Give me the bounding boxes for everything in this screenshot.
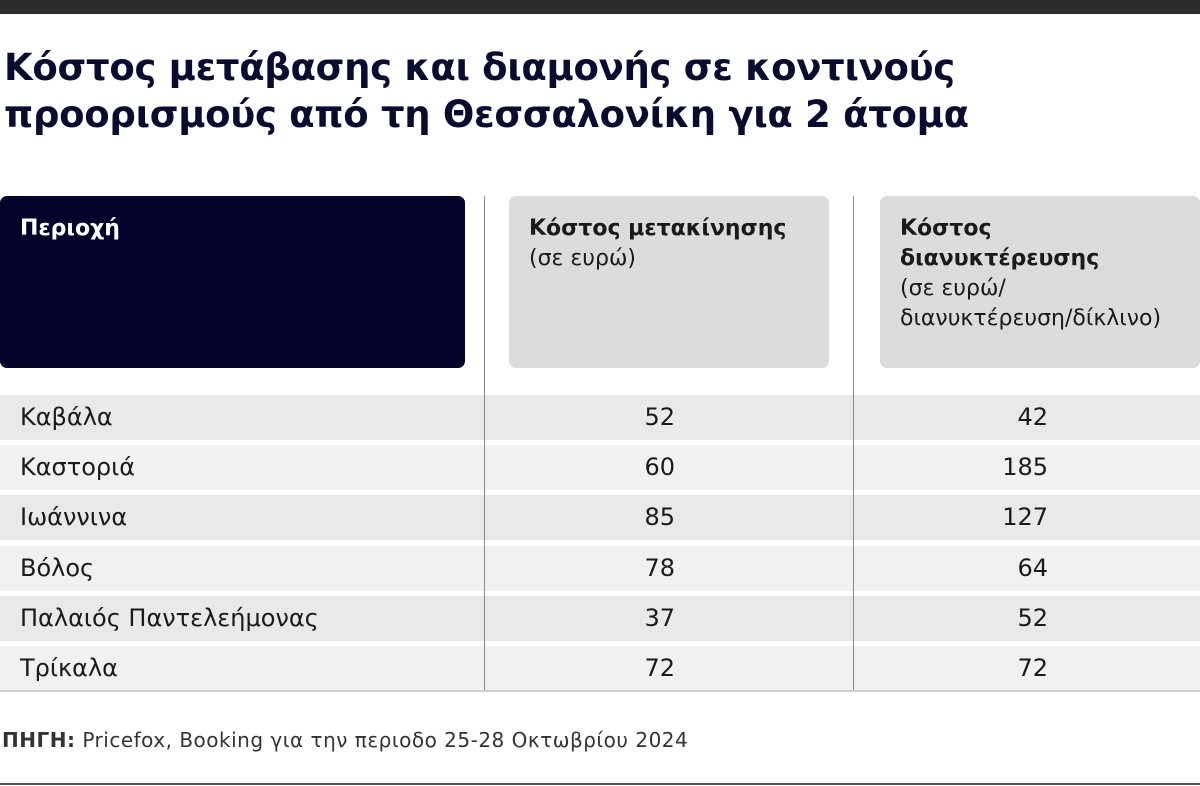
cell-value: 72 (1017, 654, 1048, 682)
header-cell: Κόστος διανυκτέρευσης (σε ευρώ/ διανυκτέρ… (880, 196, 1200, 368)
header-title: Κόστος διανυκτέρευσης (900, 216, 1100, 271)
cell-value: 60 (644, 453, 675, 482)
table-row: Τρίκαλα 72 72 (0, 646, 1200, 691)
source-text: Pricefox, Booking για την περιοδο 25-28 … (82, 728, 689, 752)
cell-value: 52 (644, 403, 675, 431)
cell-value: 64 (1017, 553, 1048, 582)
table-bottom-line (0, 690, 1200, 692)
cell-value: 42 (1017, 403, 1048, 431)
header-cell: Κόστος μετακίνησης (σε ευρώ) (509, 196, 829, 368)
region-cell: Ιωάννινα (20, 503, 128, 532)
cell-value: 52 (1017, 603, 1048, 632)
top-bar (0, 0, 1200, 14)
title: Κόστος μετάβασης και διαμονής σε κοντινο… (4, 46, 955, 89)
column-divider (853, 196, 854, 690)
table-row: Παλαιός Παντελεήμονας 37 52 (0, 595, 1200, 641)
header-subtitle: (σε ευρώ/ διανυκτέρευση/δίκλινο) (900, 276, 1162, 331)
region-cell: Καβάλα (20, 403, 113, 431)
region-cell: Καστοριά (20, 453, 136, 482)
column-divider (484, 196, 485, 690)
region-cell: Τρίκαλα (20, 654, 119, 682)
cell-value: 72 (644, 654, 675, 682)
table-row: Καστοριά 60 185 (0, 445, 1200, 491)
cell-value: 37 (644, 603, 675, 632)
title: προορισμούς από τη Θεσσαλονίκη για 2 άτο… (4, 93, 969, 136)
table-row: Βόλος 78 64 (0, 545, 1200, 591)
cell-value: 78 (644, 553, 675, 582)
region-cell: Παλαιός Παντελεήμονας (20, 603, 319, 632)
source-label: ΠΗΓΗ: (2, 728, 76, 752)
table-row: Ιωάννινα 85 127 (0, 495, 1200, 541)
header-title: Περιοχή (20, 216, 120, 241)
header-title: Κόστος μετακίνησης (529, 216, 787, 241)
cell-value: 85 (644, 503, 675, 532)
cell-value: 127 (1002, 503, 1048, 532)
header-cell: Περιοχή (0, 196, 465, 368)
header-subtitle: (σε ευρώ) (529, 246, 637, 271)
source: ΠΗΓΗ: Pricefox, Booking για την περιοδο … (2, 728, 688, 752)
cell-value: 185 (1002, 453, 1048, 482)
table-row: Καβάλα 52 42 (0, 395, 1200, 440)
region-cell: Βόλος (20, 553, 95, 582)
bottom-line (0, 783, 1200, 785)
